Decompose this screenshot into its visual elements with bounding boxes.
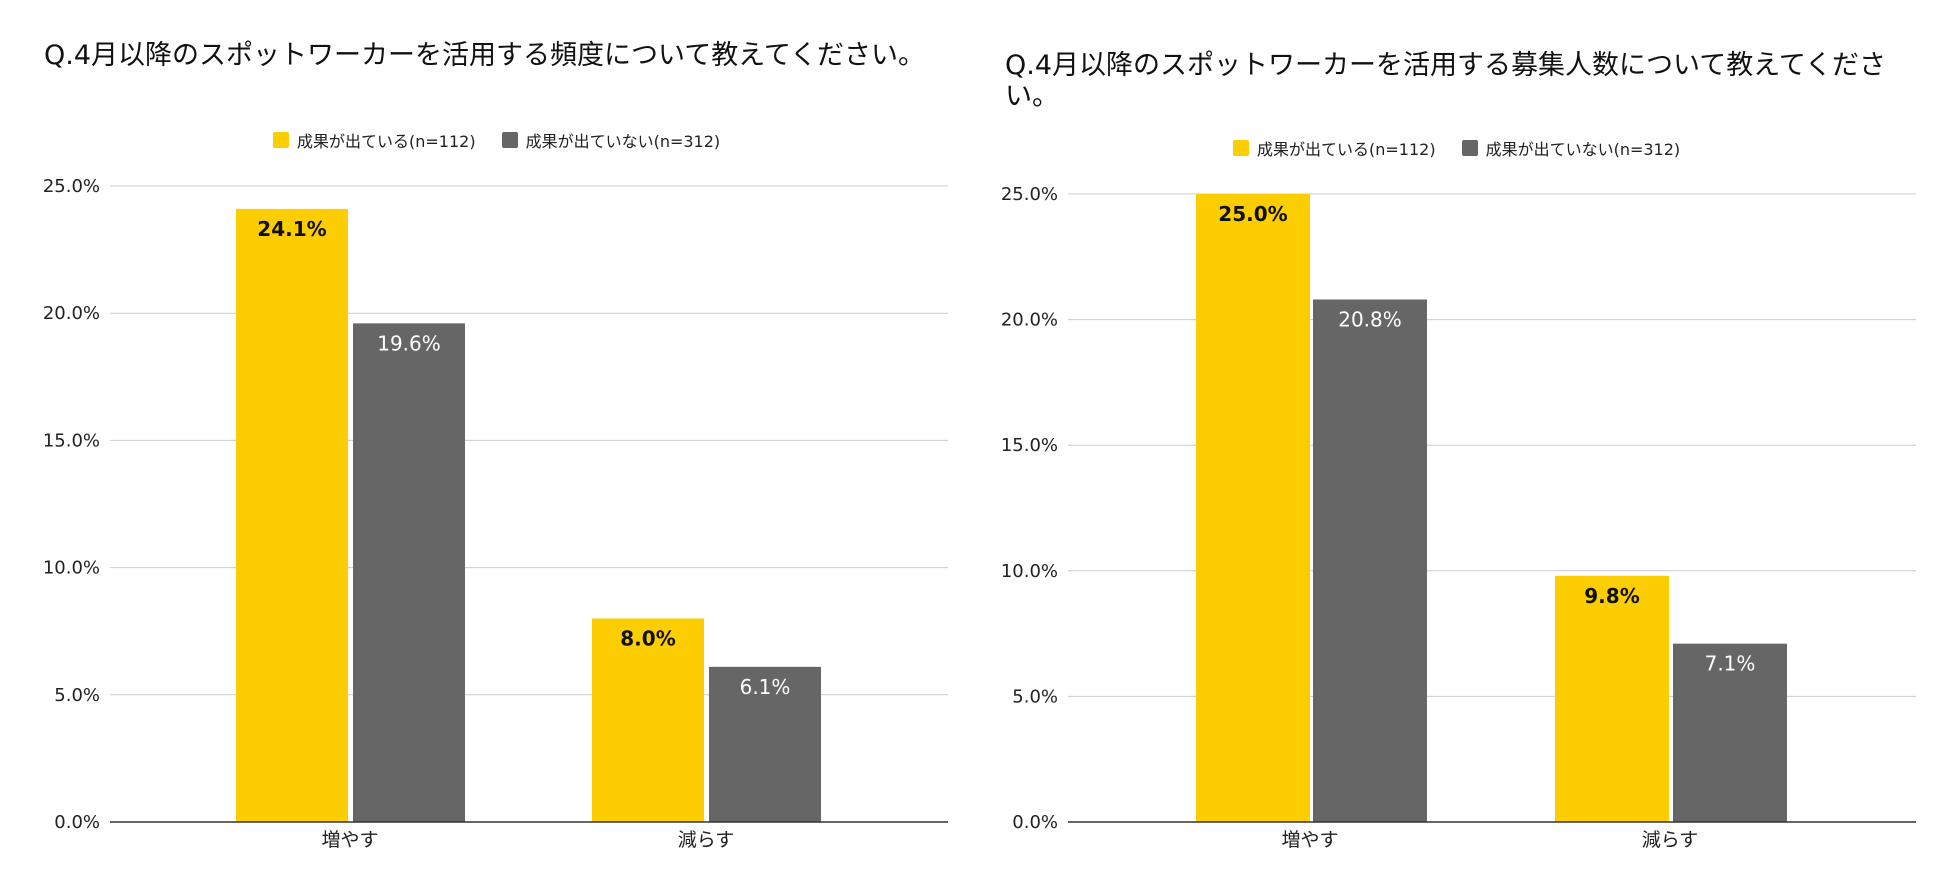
- y-tick-label: 15.0%: [43, 430, 100, 451]
- y-tick-label: 10.0%: [1001, 561, 1058, 582]
- data-label: 19.6%: [377, 331, 441, 355]
- x-category-label: 減らす: [1642, 829, 1699, 851]
- bar-chart-plot: 0.0% 5.0% 10.0% 15.0% 20.0% 25.0% 24.1% 8.0% 19.…: [43, 176, 948, 851]
- y-tick-label: 0.0%: [1012, 812, 1058, 833]
- chart-panel-frequency: Q.4月以降のスポットワーカーを活用する頻度について教えてください。 成果が出て…: [43, 40, 948, 851]
- legend-item-series1: 成果が出ている(n=112): [1233, 136, 1436, 160]
- chart-title: Q.4月以降のスポットワーカーを活用する頻度について教えてください。: [44, 40, 926, 71]
- chart-legend: 成果が出ている(n=112) 成果が出ていない(n=312): [273, 128, 720, 152]
- legend-swatch-yellow: [1233, 140, 1249, 156]
- bar: [592, 618, 704, 822]
- bar: [709, 666, 821, 822]
- data-label: 24.1%: [257, 217, 326, 241]
- y-tick-label: 25.0%: [43, 176, 100, 197]
- y-tick-label: 0.0%: [54, 812, 100, 833]
- y-tick-label: 5.0%: [1012, 686, 1058, 707]
- chart-panel-headcount: Q.4月以降のスポットワーカーを活用する募集人数について教えてください。 成果が…: [975, 0, 1950, 890]
- bar: [1313, 299, 1427, 822]
- data-label: 25.0%: [1218, 202, 1287, 226]
- bar: [353, 323, 465, 822]
- bar-chart-plot: 0.0% 5.0% 10.0% 15.0% 20.0% 25.0% 25.0% 9.8% 20.…: [1001, 184, 1916, 851]
- bar: [1196, 194, 1310, 822]
- y-tick-label: 5.0%: [54, 685, 100, 706]
- legend-label: 成果が出ている(n=112): [1257, 140, 1436, 159]
- x-category-label: 増やす: [1281, 829, 1338, 851]
- y-tick-label: 20.0%: [1001, 310, 1058, 331]
- legend-label: 成果が出ていない(n=312): [525, 132, 721, 151]
- data-label: 20.8%: [1338, 308, 1402, 332]
- legend-item-series2: 成果が出ていない(n=312): [501, 128, 721, 152]
- data-label: 6.1%: [740, 675, 791, 699]
- data-label: 7.1%: [1705, 652, 1756, 676]
- legend-swatch-gray: [501, 132, 518, 148]
- data-label: 8.0%: [620, 626, 675, 650]
- chart-legend: 成果が出ている(n=112) 成果が出ていない(n=312): [1233, 136, 1680, 160]
- legend-swatch-yellow: [273, 132, 289, 148]
- legend-label: 成果が出ている(n=112): [297, 132, 476, 151]
- bar: [1673, 643, 1787, 822]
- data-label: 9.8%: [1584, 584, 1639, 608]
- x-category-label: 増やす: [321, 829, 378, 851]
- bar: [236, 208, 348, 822]
- y-tick-label: 10.0%: [43, 558, 100, 579]
- legend-item-series2: 成果が出ていない(n=312): [1461, 136, 1681, 160]
- y-tick-label: 15.0%: [1001, 435, 1058, 456]
- bar: [1555, 575, 1669, 822]
- y-tick-label: 20.0%: [43, 303, 100, 324]
- x-category-label: 減らす: [678, 829, 735, 851]
- legend-item-series1: 成果が出ている(n=112): [273, 128, 476, 152]
- legend-label: 成果が出ていない(n=312): [1485, 140, 1681, 159]
- y-tick-label: 25.0%: [1001, 184, 1058, 205]
- legend-swatch-gray: [1461, 140, 1478, 156]
- chart-title: Q.4月以降のスポットワーカーを活用する募集人数について教えてください。: [1005, 50, 1887, 112]
